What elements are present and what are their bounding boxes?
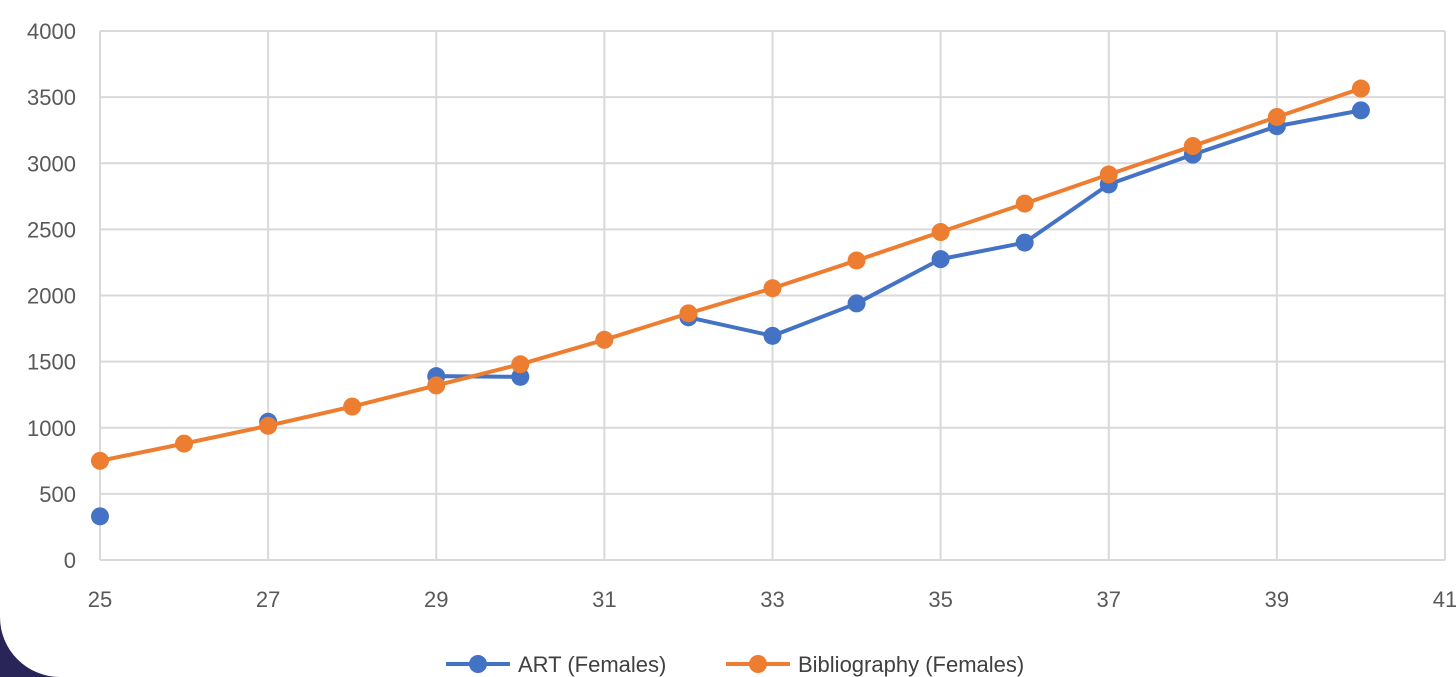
y-tick-label: 500 (39, 482, 76, 507)
y-tick-label: 3000 (27, 151, 76, 176)
x-tick-label: 35 (928, 587, 952, 612)
series-bibliography-point (595, 330, 614, 349)
series-art-point (1351, 101, 1370, 120)
legend-bibliography-marker (749, 655, 767, 673)
series-bibliography-point (847, 251, 866, 270)
x-tick-label: 39 (1265, 587, 1289, 612)
x-tick-label: 33 (760, 587, 784, 612)
series-bibliography-point (931, 223, 950, 242)
series-bibliography-point (763, 279, 782, 298)
series-bibliography-point (1267, 107, 1286, 126)
series-art-point (511, 367, 530, 386)
y-tick-label: 2500 (27, 217, 76, 242)
x-tick-label: 29 (424, 587, 448, 612)
series-bibliography-point (1015, 194, 1034, 213)
series-art-point (1015, 233, 1034, 252)
y-axis-tick-labels: 0 500 1000 1500 2000 2500 3000 3500 4000 (27, 19, 76, 573)
series-art-point (931, 250, 950, 269)
y-tick-label: 1000 (27, 416, 76, 441)
legend-art-marker (469, 655, 487, 673)
series-bibliography-point (679, 304, 698, 323)
y-tick-label: 3500 (27, 85, 76, 110)
series-bibliography-point (91, 451, 109, 470)
series-bibliography-point (175, 434, 194, 453)
series-bibliography-point (1183, 137, 1202, 156)
x-tick-label: 31 (592, 587, 616, 612)
y-tick-label: 1500 (27, 350, 76, 375)
y-tick-label: 0 (64, 548, 76, 573)
series-art-point (91, 507, 109, 526)
series-art-point (847, 294, 866, 313)
x-axis-tick-labels: 25 27 29 31 33 35 37 39 41 (88, 587, 1456, 612)
y-tick-label: 4000 (27, 19, 76, 44)
series-bibliography-point (1099, 165, 1118, 184)
chart-legend: ART (Females) Bibliography (Females) (446, 652, 1024, 677)
series-bibliography-point (1351, 79, 1370, 98)
x-tick-label: 41 (1433, 587, 1456, 612)
series-art (91, 101, 1370, 526)
series-bibliography-point (427, 376, 446, 395)
series-bibliography-point (259, 416, 278, 435)
x-tick-label: 25 (88, 587, 112, 612)
x-tick-label: 37 (1097, 587, 1121, 612)
y-tick-label: 2000 (27, 284, 76, 309)
legend-bibliography-label: Bibliography (Females) (798, 652, 1024, 677)
series-layer (91, 79, 1370, 526)
series-bibliography-point (511, 355, 530, 374)
series-bibliography-point (343, 397, 362, 416)
legend-art-label: ART (Females) (518, 652, 666, 677)
x-tick-label: 27 (256, 587, 280, 612)
series-bibliography (91, 79, 1370, 470)
series-art-line (688, 108, 1362, 338)
series-bibliography-line (99, 86, 1362, 463)
series-art-point (763, 326, 782, 345)
